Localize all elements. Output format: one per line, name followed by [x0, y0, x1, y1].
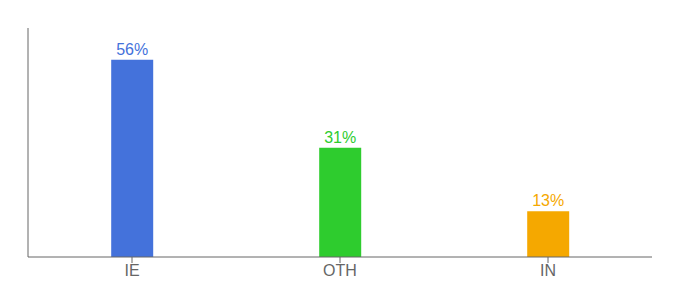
- svg-text:IE: IE: [124, 262, 139, 279]
- svg-text:OTH: OTH: [323, 262, 357, 279]
- svg-text:13%: 13%: [532, 192, 564, 209]
- svg-text:31%: 31%: [324, 129, 356, 146]
- svg-text:56%: 56%: [116, 41, 148, 58]
- svg-text:IN: IN: [540, 262, 556, 279]
